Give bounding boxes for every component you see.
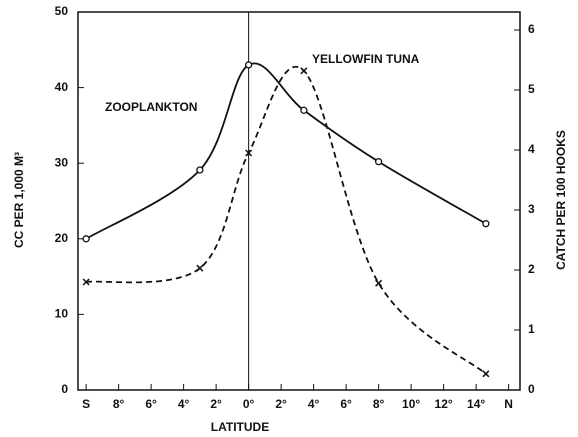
y-axis-label: CC PER 1,000 M³ bbox=[12, 152, 26, 248]
data-point bbox=[300, 67, 308, 75]
x-tick-label: 10° bbox=[402, 397, 420, 411]
y2-tick-label: 0 bbox=[528, 382, 535, 396]
x-tick-label: 12° bbox=[435, 397, 453, 411]
data-point bbox=[82, 278, 90, 286]
y2-tick-label: 1 bbox=[528, 322, 535, 336]
data-point bbox=[196, 166, 204, 174]
x-tick-label: 2° bbox=[275, 397, 287, 411]
x-tick-label: 0° bbox=[243, 397, 255, 411]
data-point bbox=[82, 235, 90, 243]
x-tick-label: 4° bbox=[308, 397, 320, 411]
data-point bbox=[245, 149, 253, 157]
x-tick-label: 6° bbox=[340, 397, 352, 411]
series-label: YELLOWFIN TUNA bbox=[312, 52, 420, 66]
x-tick-label: 14° bbox=[467, 397, 485, 411]
data-point bbox=[196, 264, 204, 272]
x-tick-label: S bbox=[82, 397, 90, 411]
y2-tick-label: 5 bbox=[528, 82, 535, 96]
plot-frame bbox=[77, 11, 521, 391]
data-point bbox=[482, 370, 490, 378]
data-point bbox=[300, 106, 308, 114]
y2-tick-label: 4 bbox=[528, 142, 535, 156]
series-label: ZOOPLANKTON bbox=[105, 100, 197, 114]
y-tick-label: 0 bbox=[61, 382, 68, 396]
data-point bbox=[244, 61, 253, 69]
y2-tick-label: 3 bbox=[528, 202, 535, 216]
y2-axis-label: CATCH PER 100 HOOKS bbox=[554, 130, 568, 270]
data-point bbox=[374, 158, 383, 166]
y2-tick-label: 2 bbox=[528, 262, 535, 276]
y2-tick-label: 6 bbox=[528, 22, 535, 36]
series-line bbox=[85, 62, 487, 240]
x-tick-label: 8° bbox=[373, 397, 385, 411]
x-tick-label: 4° bbox=[178, 397, 190, 411]
data-point bbox=[375, 279, 383, 287]
x-tick-label: 6° bbox=[145, 397, 157, 411]
x-axis-label: LATITUDE bbox=[211, 420, 269, 434]
x-tick-label: N bbox=[504, 397, 513, 411]
data-point bbox=[482, 220, 490, 228]
y-tick-label: 50 bbox=[55, 4, 69, 18]
y-tick-label: 10 bbox=[55, 307, 69, 321]
series-line bbox=[86, 66, 487, 375]
x-tick-label: 2° bbox=[210, 397, 222, 411]
y-tick-label: 20 bbox=[55, 231, 69, 245]
x-tick-label: 8° bbox=[113, 397, 125, 411]
y-tick-label: 40 bbox=[55, 80, 69, 94]
y-tick-label: 30 bbox=[55, 155, 69, 169]
